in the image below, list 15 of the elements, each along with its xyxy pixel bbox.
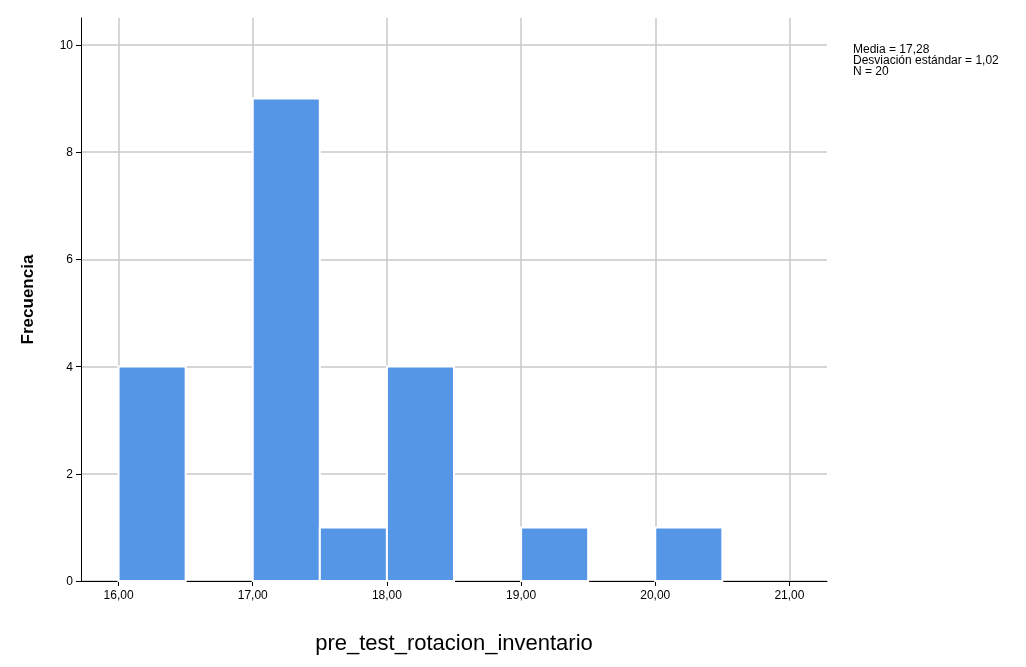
x-tick-label: 16,00: [103, 588, 134, 602]
x-tick-label: 17,00: [237, 588, 269, 602]
y-tick-label: 0: [66, 574, 74, 588]
y-tick-label: 6: [66, 252, 74, 267]
x-tick-label: 18,00: [371, 588, 403, 602]
y-axis-title: Frecuencia: [18, 254, 37, 345]
y-tick-label: 8: [66, 145, 74, 160]
x-tick-label: 21,00: [774, 588, 805, 602]
x-tick-label: 20,00: [640, 588, 671, 602]
y-tick-label: 10: [59, 37, 74, 52]
y-tick-label: 2: [66, 466, 74, 481]
x-tick-label: 19,00: [506, 588, 537, 602]
x-axis-title: pre_test_rotacion_inventario: [315, 629, 593, 655]
y-tick-label: 4: [66, 359, 74, 374]
text: Media = 17,28 Desviación estándar = 1,02 N = 20: [853, 42, 1000, 78]
